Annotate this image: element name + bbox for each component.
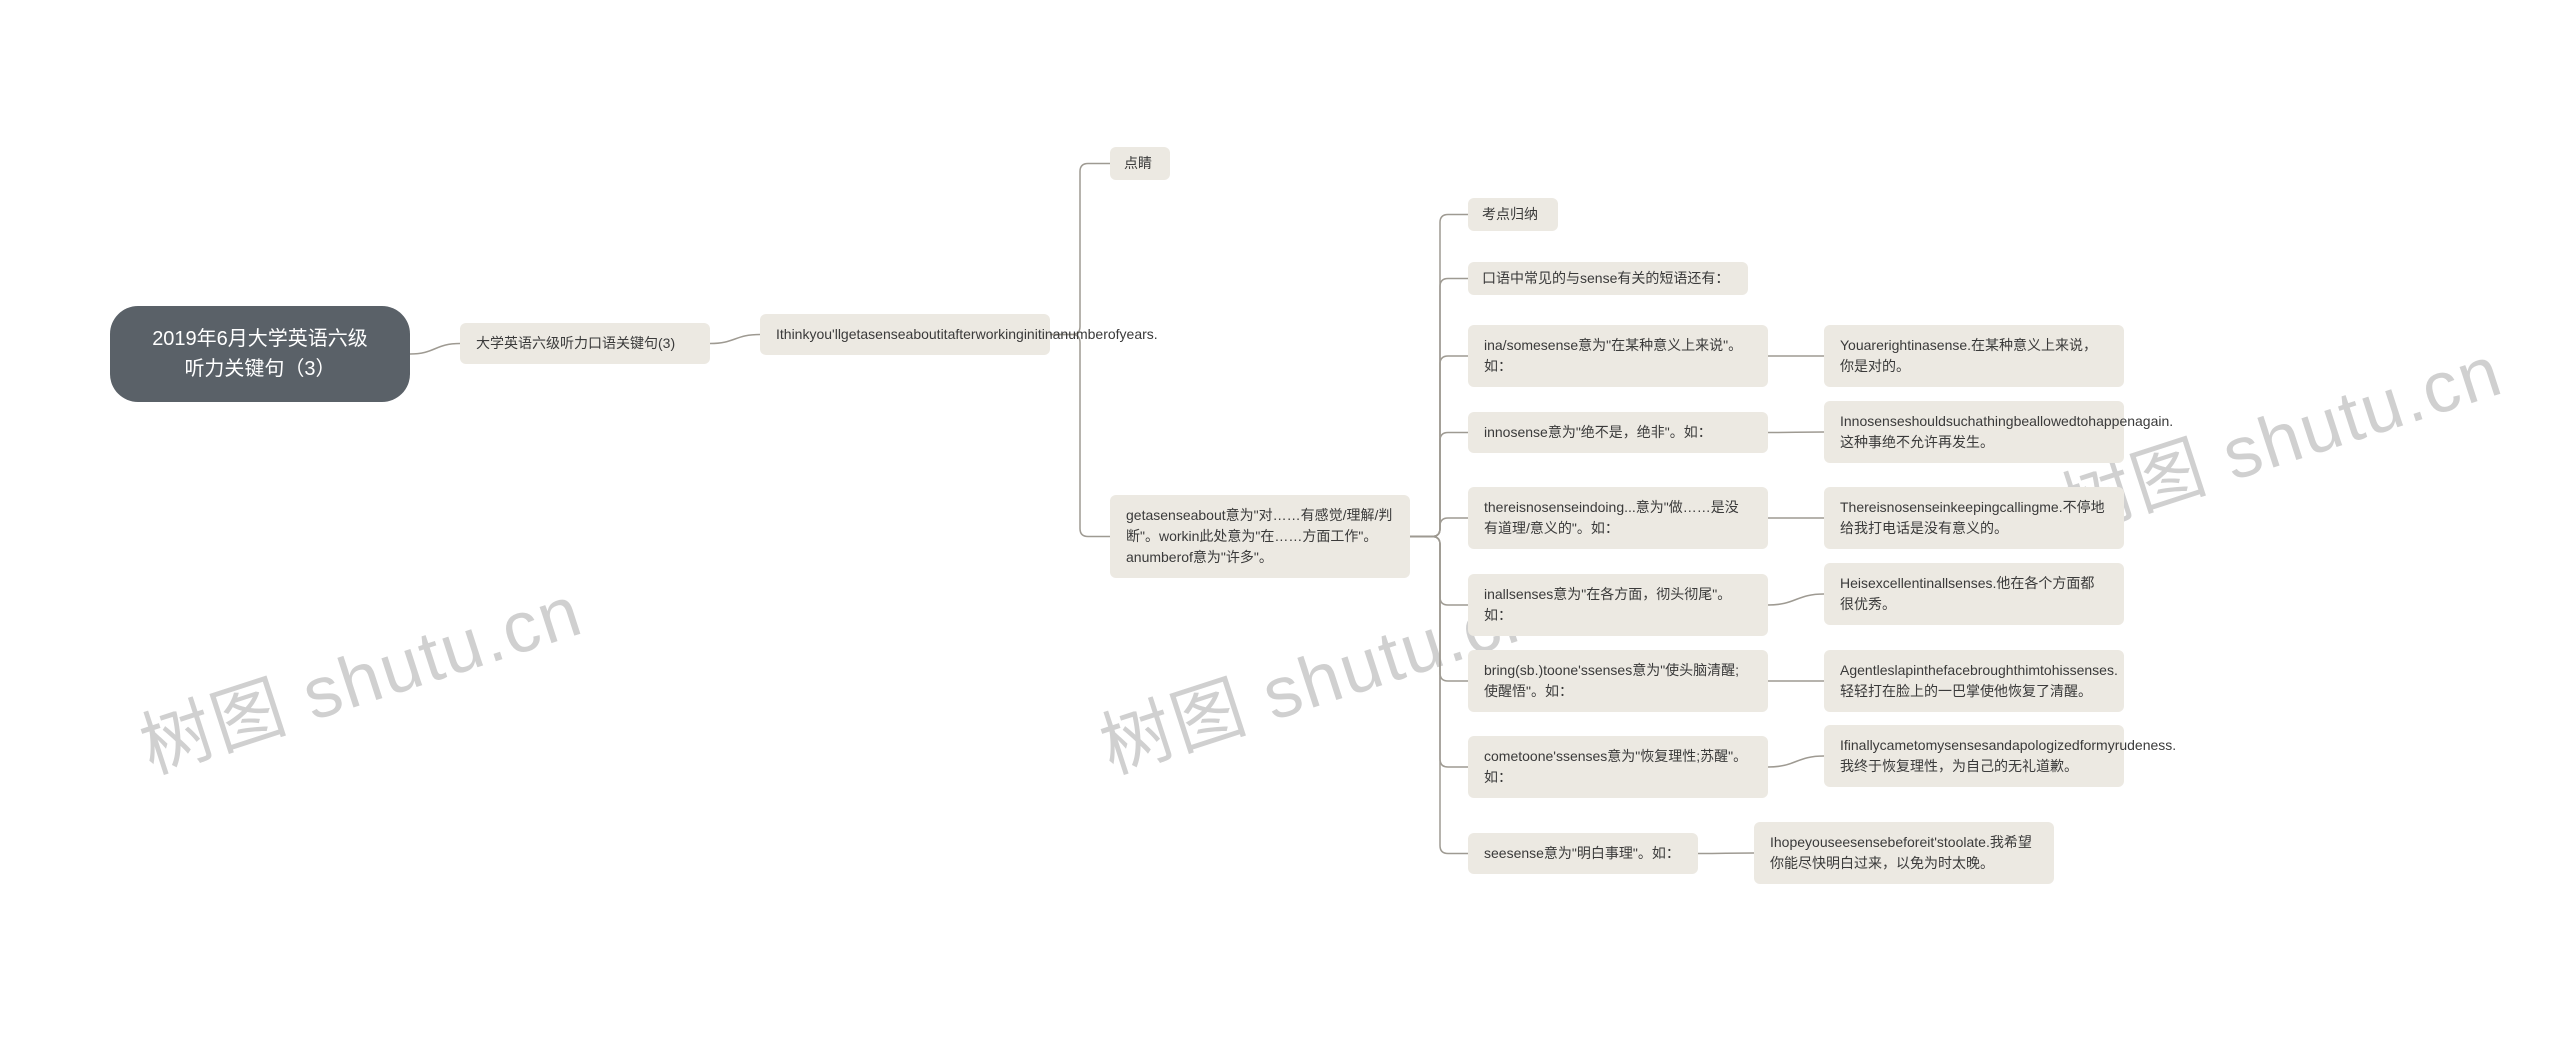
mindmap-node-n3e: Thereisnosenseinkeepingcallingme.不停地给我打电… xyxy=(1824,487,2124,549)
mindmap-node-n5e: Agentleslapinthefacebroughthimtohissense… xyxy=(1824,650,2124,712)
mindmap-node-meaning: getasenseabout意为"对……有感觉/理解/判断"。workin此处意… xyxy=(1110,495,1410,578)
mindmap-node-l1: 大学英语六级听力口语关键句(3) xyxy=(460,323,710,364)
mindmap-node-n2: innosense意为"绝不是，绝非"。如： xyxy=(1468,412,1768,453)
mindmap-node-n4: inallsenses意为"在各方面，彻头彻尾"。如： xyxy=(1468,574,1768,636)
mindmap-node-n6e: Ifinallycametomysensesandapologizedformy… xyxy=(1824,725,2124,787)
mindmap-node-n1: ina/somesense意为"在某种意义上来说"。如： xyxy=(1468,325,1768,387)
mindmap-node-n4e: Heisexcellentinallsenses.他在各个方面都很优秀。 xyxy=(1824,563,2124,625)
mindmap-node-n6: cometoone'ssenses意为"恢复理性;苏醒"。如： xyxy=(1468,736,1768,798)
mindmap-node-kaodian: 考点归纳 xyxy=(1468,198,1558,231)
mindmap-node-root: 2019年6月大学英语六级听力关键句（3） xyxy=(110,306,410,402)
mindmap-node-kouyu: 口语中常见的与sense有关的短语还有： xyxy=(1468,262,1748,295)
mindmap-node-pt: 点睛 xyxy=(1110,147,1170,180)
mindmap-node-n3: thereisnosenseindoing...意为"做……是没有道理/意义的"… xyxy=(1468,487,1768,549)
mindmap-node-n2e: Innosenseshouldsuchathingbeallowedtohapp… xyxy=(1824,401,2124,463)
mindmap-node-n7e: Ihopeyouseesensebeforeit'stoolate.我希望你能尽… xyxy=(1754,822,2054,884)
mindmap-node-n7: seesense意为"明白事理"。如： xyxy=(1468,833,1698,874)
mindmap-node-n5: bring(sb.)toone'ssenses意为"使头脑清醒;使醒悟"。如： xyxy=(1468,650,1768,712)
mindmap-node-n1e: Youarerightinasense.在某种意义上来说，你是对的。 xyxy=(1824,325,2124,387)
watermark: 树图 shutu.cn xyxy=(125,552,593,793)
mindmap-node-l2: Ithinkyou'llgetasenseaboutitafterworking… xyxy=(760,314,1050,355)
